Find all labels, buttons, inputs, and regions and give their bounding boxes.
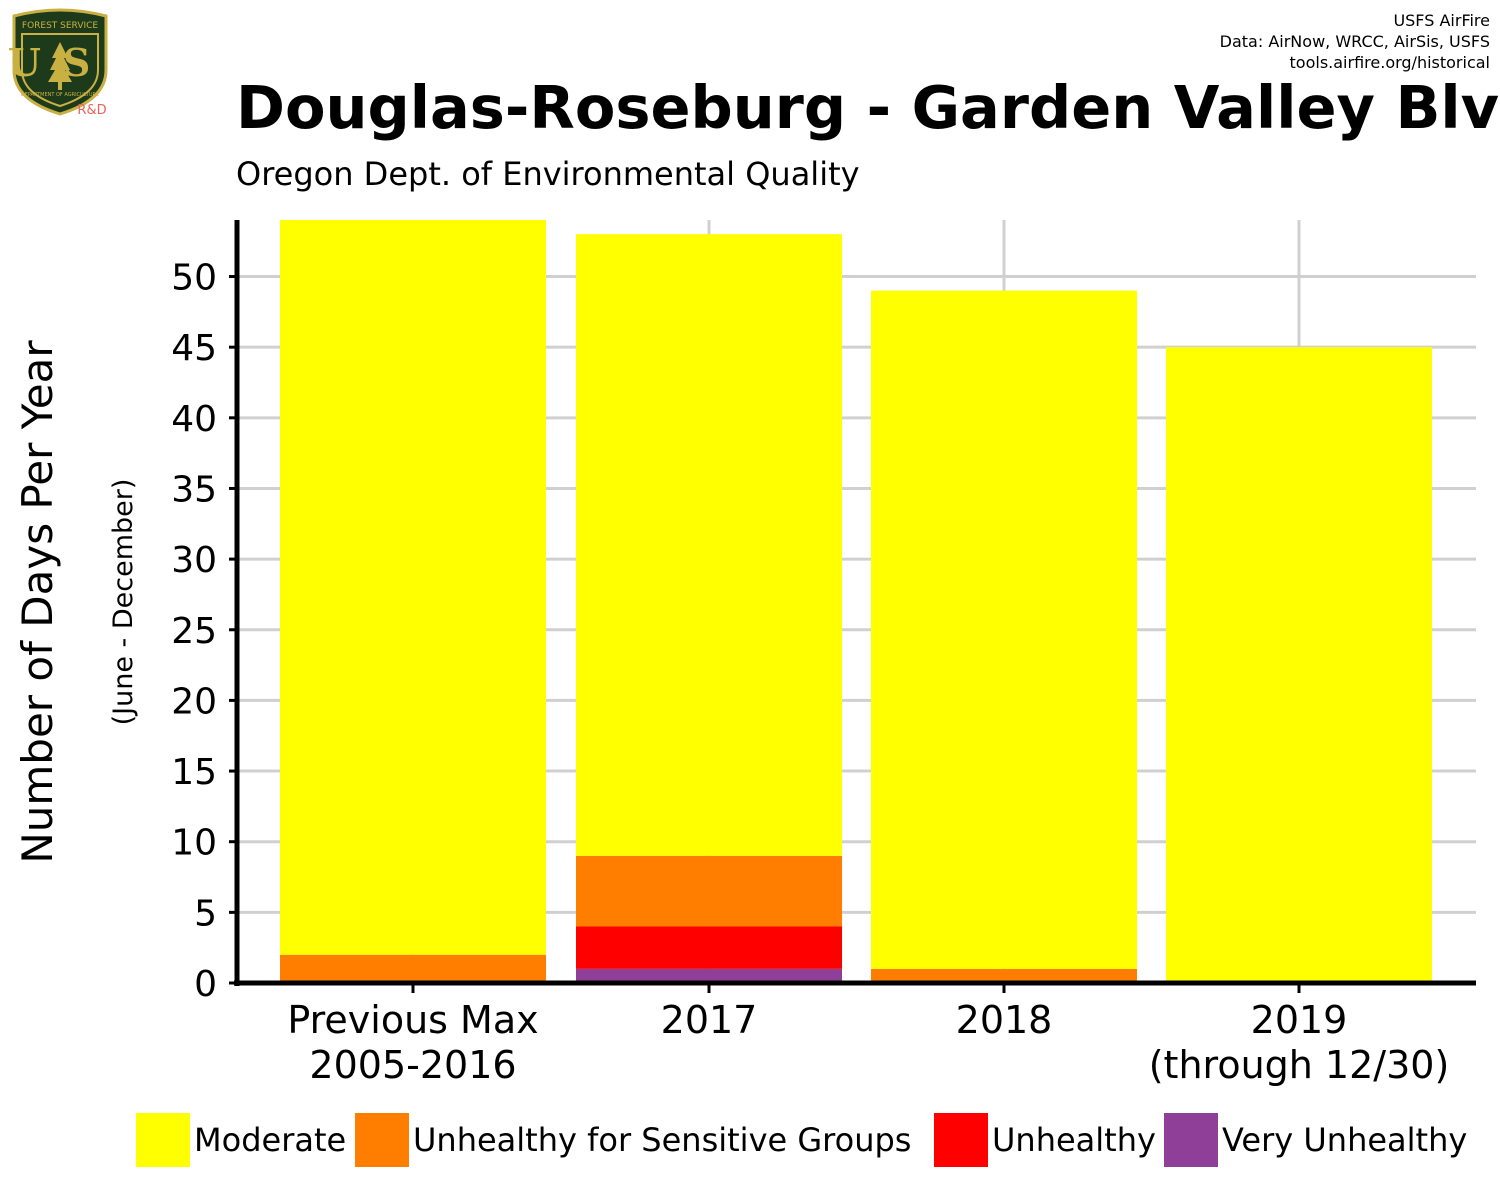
x-tick-label: 2005-2016	[309, 1043, 516, 1087]
legend-swatch	[1164, 1113, 1218, 1167]
logo-bottom-text: DEPARTMENT OF AGRICULTURE	[21, 92, 99, 98]
legend-label: Unhealthy for Sensitive Groups	[413, 1121, 912, 1159]
y-tick-label: 45	[171, 328, 217, 369]
bar-segment	[576, 968, 842, 983]
y-axis-subtitle: (June - December)	[108, 479, 139, 726]
y-tick-label: 50	[171, 258, 217, 299]
legend-item-usg: Unhealthy for Sensitive Groups	[355, 1112, 911, 1168]
chart-subtitle: Oregon Dept. of Environmental Quality	[236, 155, 860, 193]
y-tick-label: 0	[194, 964, 217, 1005]
credit-line: tools.airfire.org/historical	[1289, 53, 1490, 72]
bar-segment	[280, 220, 546, 955]
bar-segment	[871, 290, 1137, 969]
bar-segment	[576, 926, 842, 969]
bar-segment	[576, 234, 842, 856]
legend-item-unhealthy: Unhealthy	[934, 1112, 1156, 1168]
legend-label: Unhealthy	[992, 1121, 1156, 1159]
y-tick-label: 40	[171, 399, 217, 440]
logo-badge: R&D	[77, 103, 106, 118]
legend-swatch	[355, 1113, 409, 1167]
legend-item-moderate: Moderate	[136, 1112, 346, 1168]
logo-top-text: FOREST SERVICE	[22, 21, 99, 31]
credit-line: USFS AirFire	[1393, 11, 1490, 30]
bar-segment	[576, 855, 842, 927]
x-tick-label: 2017	[661, 998, 758, 1042]
credit-line: Data: AirNow, WRCC, AirSis, USFS	[1219, 32, 1490, 51]
y-tick-label: 30	[171, 540, 217, 581]
legend-swatch	[934, 1113, 988, 1167]
y-tick-label: 15	[171, 752, 217, 793]
legend-label: Very Unhealthy	[1222, 1121, 1468, 1159]
logo-letters: US	[8, 40, 112, 85]
bar-segment	[280, 954, 546, 983]
y-axis-title: Number of Days Per Year	[13, 340, 62, 864]
legend-swatch	[136, 1113, 190, 1167]
y-tick-label: 35	[171, 469, 217, 510]
y-tick-label: 25	[171, 611, 217, 652]
y-tick-label: 10	[171, 823, 217, 864]
bar-segment	[1166, 347, 1432, 984]
y-tick-label: 5	[194, 893, 217, 934]
x-tick-label: Previous Max	[287, 998, 538, 1042]
bar-segment	[871, 968, 1137, 983]
legend: Moderate Unhealthy for Sensitive Groups …	[0, 1112, 1500, 1172]
x-tick-label: (through 12/30)	[1149, 1043, 1450, 1087]
legend-item-very-unhealthy: Very Unhealthy	[1164, 1112, 1467, 1168]
x-tick-label: 2019	[1251, 998, 1348, 1042]
x-tick-label: 2018	[956, 998, 1053, 1042]
credits: USFS AirFire Data: AirNow, WRCC, AirSis,…	[1220, 10, 1490, 73]
chart-title: Douglas-Roseburg - Garden Valley Blvd	[236, 73, 1500, 142]
y-tick-label: 20	[171, 681, 217, 722]
usfs-logo: FOREST SERVICE US DEPARTMENT OF AGRICULT…	[8, 8, 112, 118]
legend-label: Moderate	[194, 1121, 347, 1159]
bar-chart: 0 5 10 15 20 25 30 35 40 45 50 Previous Max2005-201…	[13, 220, 1476, 1087]
